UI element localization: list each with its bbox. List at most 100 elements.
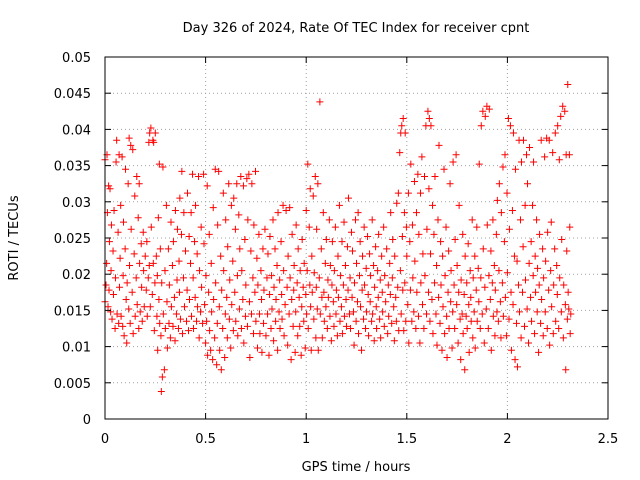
data-point bbox=[533, 308, 541, 316]
data-point bbox=[501, 151, 509, 159]
data-point bbox=[235, 305, 243, 313]
data-point bbox=[257, 267, 265, 275]
data-point bbox=[208, 308, 216, 316]
data-point bbox=[567, 310, 575, 318]
data-point bbox=[423, 310, 431, 318]
data-point bbox=[390, 303, 398, 311]
data-point bbox=[417, 279, 425, 287]
data-point bbox=[358, 286, 366, 294]
data-point bbox=[251, 167, 259, 175]
data-point bbox=[131, 312, 139, 320]
data-point bbox=[535, 281, 543, 289]
data-point bbox=[562, 366, 570, 374]
data-point bbox=[115, 283, 123, 291]
data-point bbox=[564, 81, 572, 89]
data-point bbox=[381, 272, 389, 280]
data-point bbox=[552, 317, 560, 325]
data-point bbox=[414, 170, 422, 178]
data-point bbox=[193, 317, 201, 325]
x-tick-label: 0 bbox=[101, 432, 109, 447]
data-point bbox=[390, 337, 398, 345]
data-point bbox=[556, 274, 564, 282]
data-point bbox=[290, 262, 298, 270]
data-point bbox=[523, 151, 531, 159]
data-point bbox=[263, 274, 271, 282]
data-point bbox=[377, 334, 385, 342]
data-point bbox=[175, 288, 183, 296]
data-point bbox=[107, 308, 115, 316]
chart-title: Day 326 of 2024, Rate Of TEC Index for r… bbox=[183, 21, 530, 36]
data-point bbox=[388, 319, 396, 327]
data-point bbox=[407, 160, 415, 168]
data-point bbox=[555, 156, 563, 164]
data-point bbox=[206, 327, 214, 335]
data-point bbox=[306, 281, 314, 289]
data-point bbox=[182, 317, 190, 325]
data-point bbox=[408, 221, 416, 229]
data-point bbox=[360, 315, 368, 323]
data-point bbox=[427, 122, 435, 130]
data-point bbox=[553, 290, 561, 298]
data-point bbox=[487, 247, 495, 255]
data-point bbox=[284, 341, 292, 349]
data-point bbox=[155, 160, 163, 168]
data-point bbox=[465, 301, 473, 309]
data-point bbox=[124, 180, 132, 188]
data-point bbox=[177, 230, 185, 238]
data-point bbox=[402, 223, 410, 231]
data-point bbox=[186, 296, 194, 304]
data-point bbox=[153, 272, 161, 280]
data-point bbox=[141, 252, 149, 260]
data-point bbox=[119, 272, 127, 280]
data-point bbox=[264, 310, 272, 318]
data-point bbox=[215, 167, 223, 175]
data-point bbox=[544, 228, 552, 236]
data-point bbox=[199, 319, 207, 327]
data-point bbox=[260, 286, 268, 294]
data-point bbox=[321, 259, 329, 267]
data-point bbox=[165, 281, 173, 289]
data-point bbox=[137, 240, 145, 248]
data-point bbox=[502, 332, 510, 340]
data-point bbox=[338, 330, 346, 338]
data-point bbox=[274, 209, 282, 217]
data-point bbox=[244, 216, 252, 224]
data-point bbox=[312, 334, 320, 342]
data-point bbox=[486, 296, 494, 304]
data-point bbox=[184, 327, 192, 335]
data-point bbox=[230, 194, 238, 202]
data-point bbox=[283, 283, 291, 291]
data-point bbox=[295, 293, 303, 301]
data-point bbox=[108, 315, 116, 323]
data-point bbox=[109, 247, 117, 255]
data-point bbox=[479, 107, 487, 115]
data-point bbox=[491, 332, 499, 340]
data-point bbox=[169, 238, 177, 246]
data-point bbox=[497, 209, 505, 217]
data-point bbox=[424, 107, 432, 115]
data-point bbox=[376, 276, 384, 284]
data-point bbox=[378, 252, 386, 260]
data-point bbox=[271, 245, 279, 253]
data-point bbox=[121, 245, 129, 253]
data-point bbox=[174, 325, 182, 332]
data-point bbox=[157, 332, 165, 340]
data-point bbox=[159, 163, 167, 171]
data-point bbox=[370, 262, 378, 270]
data-point bbox=[168, 262, 176, 270]
data-point bbox=[456, 315, 464, 323]
data-point bbox=[292, 308, 300, 316]
data-point bbox=[326, 312, 334, 320]
data-point bbox=[387, 209, 395, 217]
data-point bbox=[346, 325, 354, 332]
data-point bbox=[415, 230, 423, 238]
data-point bbox=[565, 151, 573, 159]
data-point bbox=[462, 312, 470, 320]
data-point bbox=[133, 301, 141, 309]
data-point bbox=[496, 298, 504, 306]
data-point bbox=[471, 252, 479, 260]
data-point bbox=[270, 283, 278, 291]
data-point bbox=[113, 136, 121, 144]
data-point bbox=[306, 185, 314, 193]
data-point bbox=[251, 288, 259, 296]
